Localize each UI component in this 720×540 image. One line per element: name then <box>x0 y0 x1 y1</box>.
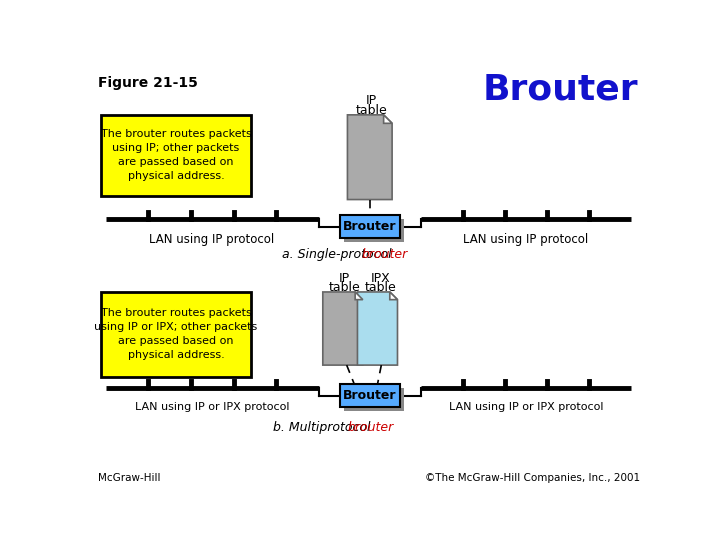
Bar <box>343 388 404 411</box>
Text: ©The McGraw-Hill Companies, Inc., 2001: ©The McGraw-Hill Companies, Inc., 2001 <box>425 473 640 483</box>
Text: Brouter: Brouter <box>343 220 397 233</box>
Polygon shape <box>390 292 397 300</box>
Text: Brouter: Brouter <box>343 389 397 402</box>
Text: Brouter: Brouter <box>483 72 639 106</box>
Polygon shape <box>355 292 363 300</box>
Text: LAN using IP protocol: LAN using IP protocol <box>149 233 274 246</box>
Text: LAN using IP or IPX protocol: LAN using IP or IPX protocol <box>449 402 603 412</box>
Text: LAN using IP or IPX protocol: LAN using IP or IPX protocol <box>135 402 289 412</box>
Text: table: table <box>356 104 387 117</box>
Bar <box>340 215 400 238</box>
Text: a. Single-protocol: a. Single-protocol <box>282 248 395 261</box>
Text: McGraw-Hill: McGraw-Hill <box>98 473 161 483</box>
Polygon shape <box>348 115 392 200</box>
Text: table: table <box>328 281 360 294</box>
Text: IP: IP <box>366 94 377 107</box>
Text: brouter: brouter <box>348 421 394 434</box>
Bar <box>340 384 400 408</box>
Text: The brouter routes packets
using IP or IPX; other packets
are passed based on
ph: The brouter routes packets using IP or I… <box>94 308 258 360</box>
Polygon shape <box>323 292 363 365</box>
Bar <box>101 115 251 195</box>
Bar <box>101 292 251 377</box>
Text: The brouter routes packets
using IP; other packets
are passed based on
physical : The brouter routes packets using IP; oth… <box>101 129 251 181</box>
Polygon shape <box>384 115 392 123</box>
Text: brouter: brouter <box>361 248 408 261</box>
Text: IPX: IPX <box>371 272 390 285</box>
Text: b. Multiprotocol: b. Multiprotocol <box>273 421 374 434</box>
Bar <box>343 219 404 242</box>
Text: table: table <box>364 281 397 294</box>
Polygon shape <box>357 292 397 365</box>
Text: LAN using IP protocol: LAN using IP protocol <box>464 233 589 246</box>
Text: IP: IP <box>339 272 350 285</box>
Text: Figure 21-15: Figure 21-15 <box>98 76 198 90</box>
